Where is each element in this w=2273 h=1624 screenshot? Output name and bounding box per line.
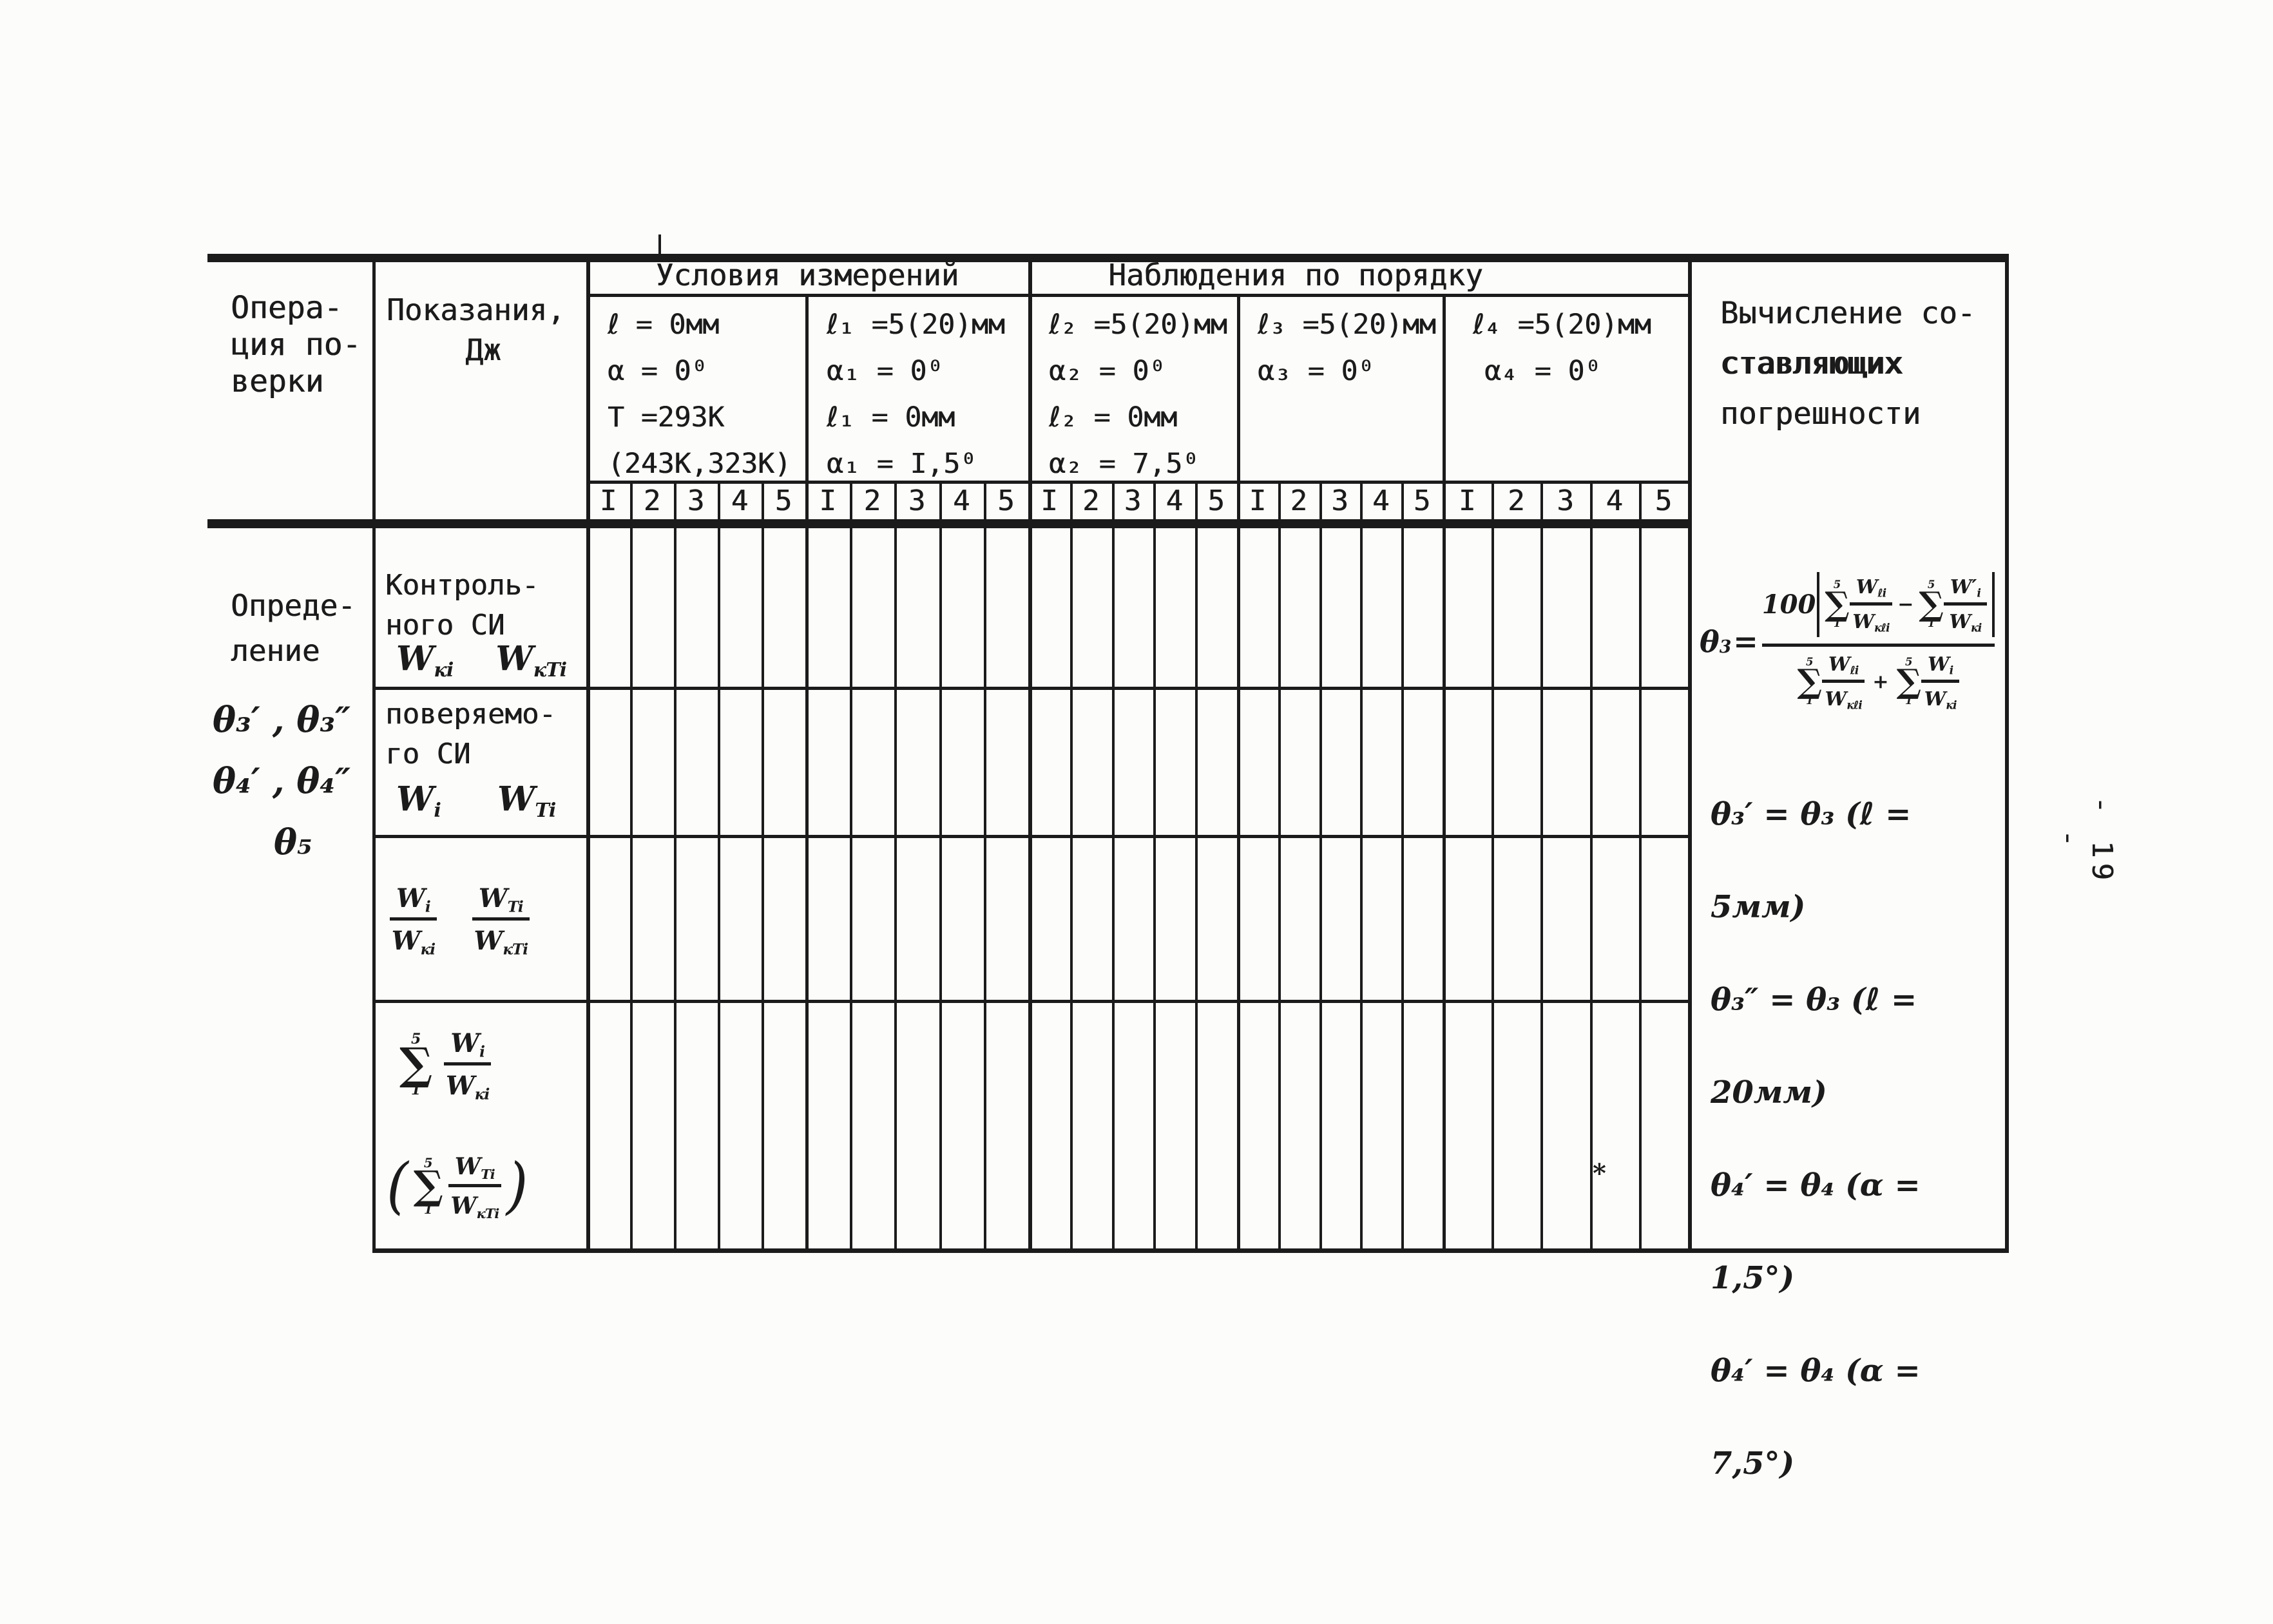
grid-line	[1443, 294, 1446, 1252]
grid-line	[1195, 481, 1198, 1248]
grid-line	[894, 481, 897, 1248]
sum-symbol: 5 ∑ 1	[399, 1030, 433, 1099]
grid-line	[630, 481, 633, 1248]
condition-cell-4: ℓ₄ =5(20)мм α₄ = 0⁰	[1473, 309, 1651, 387]
grid-line	[2005, 254, 2009, 1253]
trial-number-cell: I	[819, 484, 836, 517]
trial-number-cell: 4	[731, 484, 749, 517]
row2-label: поверяемо- го СИ	[385, 698, 556, 770]
trial-number-cell: 3	[1557, 484, 1574, 517]
ratio-fraction-1: Wi Wкi	[390, 883, 437, 958]
row1-label: Контроль- ного СИ	[385, 569, 539, 642]
trial-number-cell: I	[1458, 484, 1476, 517]
grid-line	[1688, 254, 1692, 1253]
grid-line	[805, 294, 809, 1252]
grid-line	[1070, 481, 1073, 1248]
trial-number-cell: 4	[1372, 484, 1390, 517]
grid-line	[1491, 481, 1494, 1248]
grid-line	[1153, 481, 1156, 1248]
sum-symbol: 5 ∑ 1	[413, 1154, 443, 1217]
trial-number-cell: 2	[863, 484, 881, 517]
grid-line	[207, 254, 2009, 262]
grid-line	[1319, 481, 1322, 1248]
trial-number-cell: 4	[952, 484, 970, 517]
grid-line	[1639, 481, 1642, 1248]
trial-number-cell: I	[1041, 484, 1058, 517]
grid-line	[939, 481, 942, 1248]
trial-number-cell: 5	[774, 484, 792, 517]
grid-line	[1590, 481, 1593, 1248]
trial-number-cell: 2	[1508, 484, 1525, 517]
theta3-formula: θ 3 = 100 5 ∑ 1 Wℓi Wкℓi − 5 ∑ 1 W′i Wкi	[1700, 572, 2006, 712]
condition-cell-1: ℓ₁ =5(20)мм α₁ = 0⁰ ℓ₁ = 0мм α₁ = I,5⁰	[827, 309, 1005, 480]
row4-sum: 5 ∑ 1 Wi Wкi	[399, 1028, 491, 1103]
grid-line	[372, 1248, 2009, 1253]
trial-number-cell: 3	[1124, 484, 1142, 517]
row1-symbols: Wкi WкТi	[396, 639, 567, 682]
trial-number-cell: I	[1249, 484, 1267, 517]
grid-line	[1237, 294, 1240, 1252]
trial-number-cell: 3	[1331, 484, 1348, 517]
condition-cell-0: ℓ = 0мм α = 0⁰ Т =293К (243К,323К)	[608, 309, 791, 480]
grid-line	[674, 481, 676, 1248]
grid-line	[1028, 254, 1032, 1253]
trial-number-cell: 3	[687, 484, 705, 517]
operation-body-cell-typed: Опреде- ление	[231, 588, 356, 668]
grid-line	[207, 519, 1688, 528]
readings-column-header: Показания, Дж	[387, 292, 565, 367]
grid-line	[1278, 481, 1281, 1248]
ratio-fraction-2: WТi WкТi	[472, 883, 530, 958]
trial-number-cell: 4	[1165, 484, 1184, 517]
grid-line	[850, 481, 852, 1248]
trial-number-cell: 5	[997, 484, 1015, 517]
grid-line	[586, 481, 1688, 484]
trial-number-cell: 2	[1082, 484, 1100, 517]
page-number: - 19 -	[2053, 796, 2118, 885]
grid-line	[984, 481, 986, 1248]
grid-line	[1112, 481, 1115, 1248]
grid-line	[658, 234, 661, 256]
trial-number-cell: 2	[643, 484, 661, 517]
condition-cell-2: ℓ₂ =5(20)мм α₂ = 0⁰ ℓ₂ = 0мм α₂ = 7,5⁰	[1049, 309, 1227, 480]
calculation-column-header: Вычисление со- ставляющих погрешности	[1720, 296, 1976, 432]
row2-symbols: Wi WТi	[396, 779, 556, 822]
theta3-lhs: θ 3 =	[1700, 624, 1758, 659]
trial-number-cell: I	[599, 484, 617, 517]
grid-line	[762, 481, 764, 1248]
trial-number-cell: 4	[1606, 484, 1623, 517]
condition-cell-3: ℓ₃ =5(20)мм α₃ = 0⁰	[1258, 309, 1436, 387]
trial-number-cell: 5	[1654, 484, 1673, 517]
grid-line	[1360, 481, 1363, 1248]
scan-artifact-mark: *	[1593, 1158, 1606, 1189]
grid-line	[1401, 481, 1404, 1248]
grid-line	[1540, 481, 1543, 1248]
theta-result-equations: θ₃′ = θ₃ (ℓ = 5мм) θ₃″ = θ₃ (ℓ = 20мм) θ…	[1711, 796, 1921, 1482]
trial-number-cell: 5	[1413, 484, 1431, 517]
operation-column-header: Опера- ция по- верки	[231, 290, 361, 399]
trial-number-cell: 2	[1290, 484, 1307, 517]
grid-line	[586, 294, 1688, 297]
trial-number-cell: 3	[908, 484, 926, 517]
row4-sum-parenthesized: ( 5 ∑ 1 WТi WкТi )	[387, 1151, 528, 1222]
absolute-value-group: 5 ∑ 1 Wℓi Wкℓi − 5 ∑ 1 W′i Wкi	[1817, 572, 1995, 637]
grid-line	[372, 254, 376, 1253]
trial-number-cell: 5	[1207, 484, 1225, 517]
grid-line	[586, 254, 590, 1253]
grid-line	[718, 481, 720, 1248]
operation-body-cell-thetas: θ₃′ , θ₃″ θ₄′ , θ₄″ θ₅	[213, 699, 351, 863]
observations-group-header: Наблюдения по порядку	[1108, 258, 1483, 292]
conditions-group-header: Условия измерений	[655, 258, 959, 292]
row3-fractions: Wi Wкi WТi WкТi	[390, 845, 583, 993]
